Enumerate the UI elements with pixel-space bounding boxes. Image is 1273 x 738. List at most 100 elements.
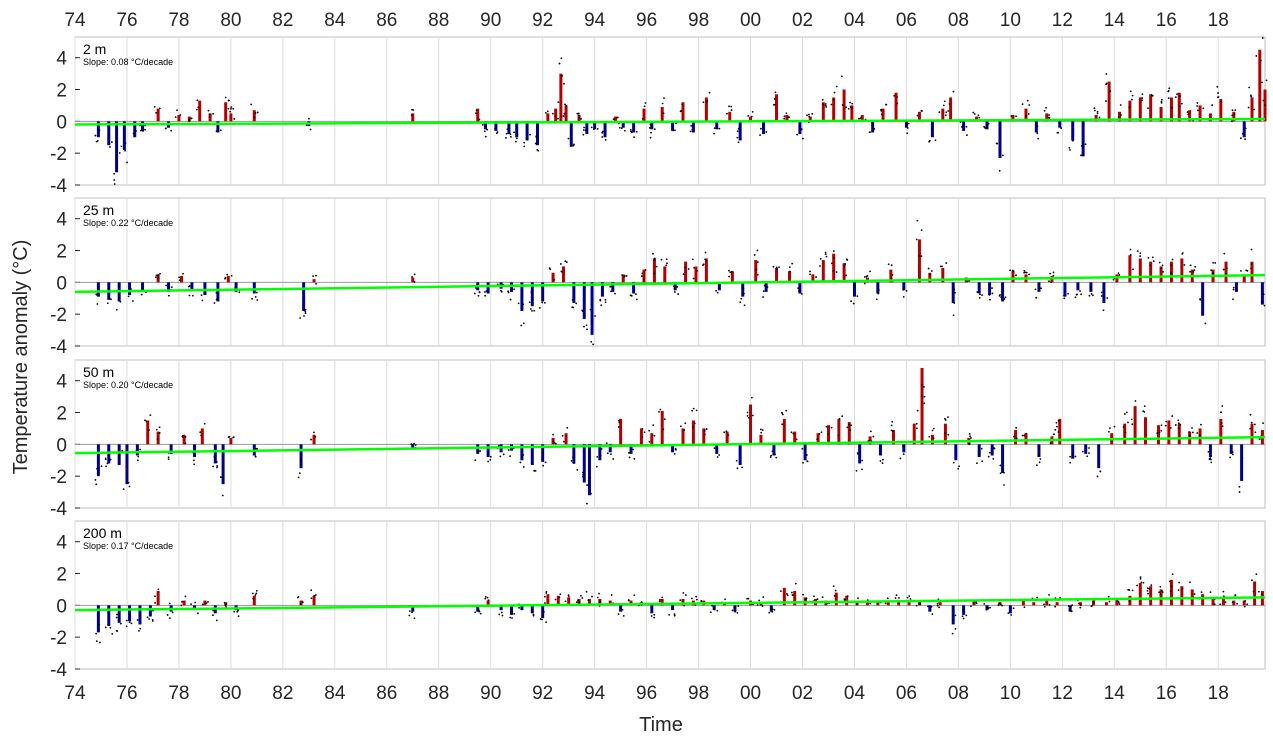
- data-point: [212, 614, 214, 617]
- data-point: [99, 641, 101, 644]
- data-point: [768, 611, 771, 614]
- data-point: [1261, 81, 1263, 84]
- anomaly-bar: [1240, 444, 1244, 481]
- anomaly-bar: [96, 605, 100, 633]
- anomaly-bar: [1138, 583, 1142, 606]
- data-point: [1254, 431, 1257, 434]
- panel-slope-label: Slope: 0.08 °C/decade: [83, 57, 173, 67]
- data-point: [682, 273, 685, 275]
- data-point: [577, 599, 579, 602]
- data-point: [190, 117, 193, 120]
- anomaly-bar: [850, 105, 854, 122]
- data-point: [863, 282, 866, 285]
- data-point: [832, 585, 835, 588]
- anomaly-bar: [928, 605, 932, 612]
- data-point: [1262, 293, 1265, 296]
- data-point: [1221, 425, 1224, 428]
- data-point: [158, 432, 161, 434]
- data-point: [310, 438, 313, 441]
- data-point: [644, 269, 647, 271]
- anomaly-bar: [1232, 600, 1236, 606]
- data-point: [536, 148, 539, 151]
- data-point: [746, 411, 749, 414]
- data-point: [684, 422, 687, 425]
- data-point: [1124, 431, 1127, 434]
- anomaly-bar: [1084, 444, 1088, 454]
- data-point: [534, 142, 537, 145]
- data-point: [641, 436, 644, 438]
- data-point: [256, 111, 259, 114]
- data-point: [973, 113, 976, 115]
- data-point: [201, 299, 204, 302]
- data-point: [1201, 299, 1204, 302]
- anomaly-bar: [1105, 602, 1109, 606]
- data-point: [942, 104, 945, 107]
- data-point: [505, 132, 508, 135]
- data-point: [825, 255, 828, 258]
- anomaly-bar: [816, 433, 820, 445]
- data-point: [195, 108, 198, 111]
- data-point: [1092, 601, 1095, 604]
- data-point: [592, 128, 595, 131]
- anomaly-bar: [1037, 444, 1041, 458]
- data-point: [893, 94, 896, 97]
- data-point: [779, 590, 782, 593]
- data-point: [773, 608, 776, 611]
- data-point: [212, 609, 215, 612]
- data-point: [1171, 415, 1174, 417]
- data-point: [1009, 269, 1011, 272]
- data-point: [763, 284, 766, 287]
- data-point: [737, 605, 740, 607]
- data-point: [610, 594, 613, 596]
- data-point: [832, 99, 835, 101]
- anomaly-bar: [510, 282, 514, 292]
- data-point: [1036, 125, 1039, 128]
- anomaly-bar: [1180, 258, 1184, 283]
- x-tick-label-top: 88: [428, 10, 449, 31]
- data-point: [596, 596, 599, 599]
- data-point: [649, 123, 652, 126]
- data-point: [640, 601, 643, 603]
- data-point: [157, 274, 160, 277]
- data-point: [750, 115, 753, 118]
- data-point: [1128, 106, 1131, 109]
- data-point: [774, 103, 776, 106]
- data-point: [1108, 430, 1110, 433]
- anomaly-bar: [663, 266, 667, 283]
- x-tick-label-bottom: 02: [792, 683, 813, 704]
- anomaly-bar: [135, 444, 139, 456]
- anomaly-bar: [837, 418, 841, 445]
- data-point: [962, 617, 965, 620]
- data-point: [1099, 470, 1102, 473]
- anomaly-bar: [180, 275, 184, 283]
- data-point: [132, 300, 134, 302]
- anomaly-bar: [798, 121, 802, 135]
- data-point: [1176, 93, 1179, 96]
- data-point: [976, 462, 978, 465]
- data-point: [1056, 425, 1058, 428]
- data-point: [880, 113, 883, 116]
- data-point: [635, 130, 638, 133]
- data-point: [127, 295, 130, 298]
- data-point: [1258, 438, 1261, 441]
- anomaly-bar: [876, 600, 880, 606]
- data-point: [233, 118, 236, 120]
- anomaly-bar: [730, 271, 734, 283]
- x-tick-label-top: 10: [1000, 10, 1021, 31]
- data-point: [849, 101, 851, 104]
- data-point: [1140, 581, 1143, 584]
- data-point: [167, 456, 170, 459]
- anomaly-bar: [1063, 282, 1067, 297]
- data-point: [1004, 296, 1007, 299]
- anomaly-bar: [1242, 274, 1246, 283]
- data-point: [665, 258, 668, 261]
- data-point: [313, 594, 316, 597]
- anomaly-bar: [738, 444, 742, 466]
- data-point: [902, 295, 905, 298]
- data-point: [193, 459, 195, 462]
- data-point: [510, 136, 512, 138]
- data-point: [1248, 86, 1251, 89]
- data-point: [606, 452, 609, 455]
- anomaly-bar: [156, 431, 160, 445]
